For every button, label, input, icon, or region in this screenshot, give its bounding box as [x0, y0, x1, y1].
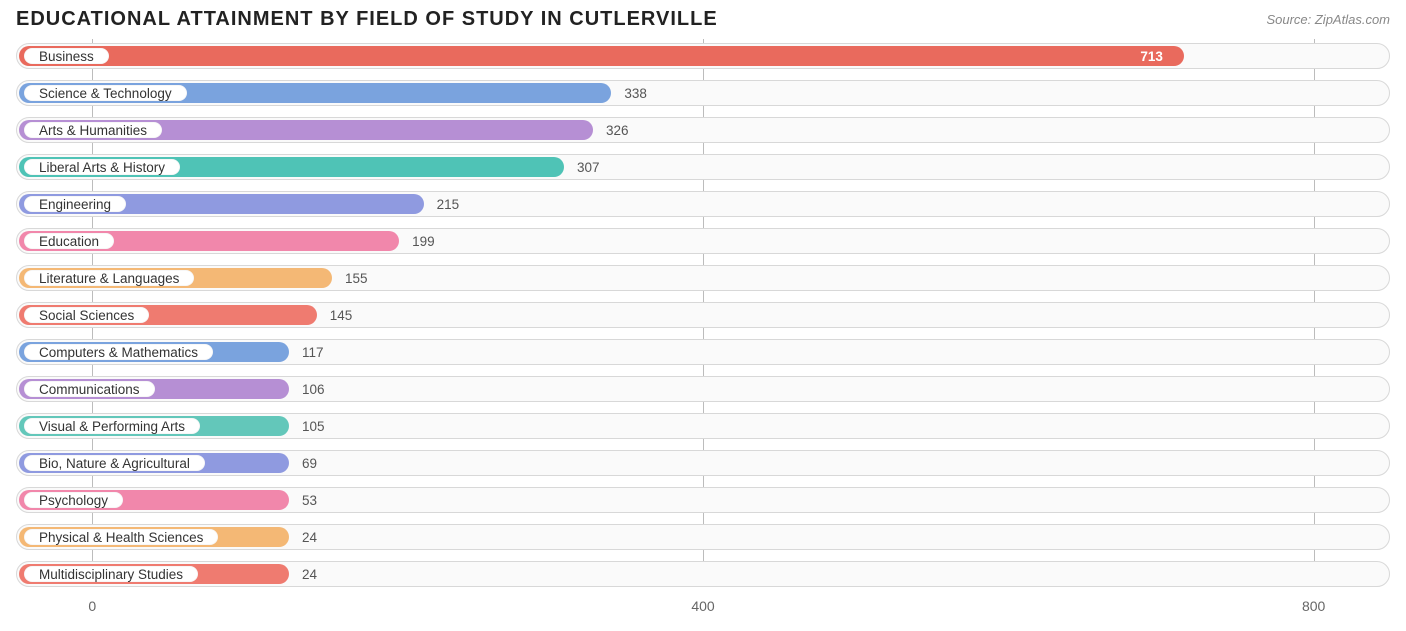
bar-value: 199 — [412, 224, 435, 258]
x-axis: 0 400 800 — [16, 594, 1390, 622]
bar-row: Psychology 53 — [16, 483, 1390, 517]
bar-row: Physical & Health Sciences 24 — [16, 520, 1390, 554]
bar-row: Education 199 — [16, 224, 1390, 258]
bar-label: Liberal Arts & History — [24, 159, 180, 175]
bar-label: Literature & Languages — [24, 270, 194, 286]
chart-source: Source: ZipAtlas.com — [1266, 12, 1390, 27]
bar-row: Communications 106 — [16, 372, 1390, 406]
bar-label: Science & Technology — [24, 85, 187, 101]
chart-title: EDUCATIONAL ATTAINMENT BY FIELD OF STUDY… — [16, 8, 718, 31]
bar-value: 24 — [302, 557, 317, 591]
bar-label: Computers & Mathematics — [24, 344, 213, 360]
bar-value: 326 — [606, 113, 629, 147]
bar-label: Bio, Nature & Agricultural — [24, 455, 205, 471]
bar-value: 145 — [330, 298, 353, 332]
bar-fill — [19, 46, 1184, 66]
bar-row: Bio, Nature & Agricultural 69 — [16, 446, 1390, 480]
bar-row: Science & Technology 338 — [16, 76, 1390, 110]
x-tick-label: 800 — [1302, 598, 1325, 614]
bar-label: Education — [24, 233, 114, 249]
bar-value: 106 — [302, 372, 325, 406]
bar-label: Psychology — [24, 492, 123, 508]
bar-row: Liberal Arts & History 307 — [16, 150, 1390, 184]
chart-area: Business 713 Science & Technology 338 Arts &… — [0, 35, 1406, 591]
bar-value: 713 — [1140, 39, 1163, 73]
bar-label: Communications — [24, 381, 155, 397]
bar-row: Social Sciences 145 — [16, 298, 1390, 332]
bar-row: Literature & Languages 155 — [16, 261, 1390, 295]
bar-value: 105 — [302, 409, 325, 443]
bar-row: Computers & Mathematics 117 — [16, 335, 1390, 369]
bar-row: Multidisciplinary Studies 24 — [16, 557, 1390, 591]
x-tick-label: 400 — [691, 598, 714, 614]
bar-value: 215 — [437, 187, 460, 221]
bar-value: 24 — [302, 520, 317, 554]
bar-value: 338 — [624, 76, 647, 110]
bar-value: 69 — [302, 446, 317, 480]
bar-label: Engineering — [24, 196, 126, 212]
x-tick-label: 0 — [88, 598, 96, 614]
bar-row: Visual & Performing Arts 105 — [16, 409, 1390, 443]
bar-label: Physical & Health Sciences — [24, 529, 218, 545]
bar-label: Visual & Performing Arts — [24, 418, 200, 434]
bar-value: 53 — [302, 483, 317, 517]
bars-container: Business 713 Science & Technology 338 Arts &… — [16, 39, 1390, 591]
bar-row: Business 713 — [16, 39, 1390, 73]
bar-label: Arts & Humanities — [24, 122, 162, 138]
bar-row: Engineering 215 — [16, 187, 1390, 221]
bar-label: Social Sciences — [24, 307, 149, 323]
bar-label: Business — [24, 48, 109, 64]
bar-value: 307 — [577, 150, 600, 184]
bar-label: Multidisciplinary Studies — [24, 566, 198, 582]
bar-value: 117 — [302, 335, 324, 369]
bar-value: 155 — [345, 261, 368, 295]
bar-row: Arts & Humanities 326 — [16, 113, 1390, 147]
chart-header: EDUCATIONAL ATTAINMENT BY FIELD OF STUDY… — [0, 0, 1406, 35]
